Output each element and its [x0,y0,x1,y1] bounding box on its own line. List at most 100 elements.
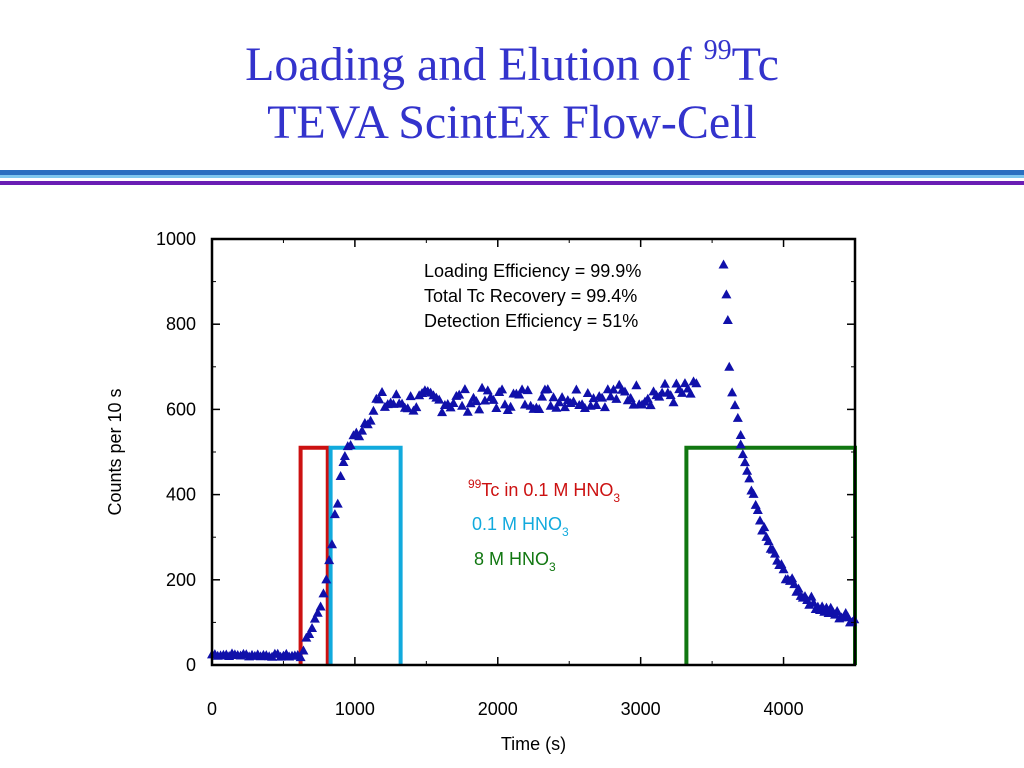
data-point [519,399,530,409]
data-point [808,597,819,607]
y-tick-label: 0 [186,655,196,675]
data-point [625,392,636,402]
data-point [752,504,763,514]
data-point [763,536,774,546]
data-point [497,384,508,394]
data-point [482,385,493,395]
data-point [474,404,485,414]
data-point [318,588,329,598]
data-point [411,402,422,412]
data-point [548,392,559,402]
data-point [642,393,653,403]
x-axis-label: Time (s) [501,734,566,754]
data-point [591,400,602,410]
data-point [735,439,746,449]
data-point [557,392,568,402]
annotation-total-recovery: Total Tc Recovery = 99.4% [424,286,638,306]
title-rule-lightblue [0,175,1024,178]
data-point [368,405,379,415]
data-point [321,574,332,584]
data-point [377,386,388,396]
data-point [335,471,346,481]
data-point [724,361,735,371]
title-line-2: TEVA ScintEx Flow-Cell [267,96,757,149]
legend-tc-load: 99Tc in 0.1 M HNO3 [468,477,620,505]
data-point [732,412,743,422]
data-point [659,378,670,388]
x-tick-label: 1000 [335,699,375,719]
data-point [551,402,562,412]
data-point [298,645,309,655]
x-tick-label: 2000 [478,699,518,719]
data-point [744,473,755,483]
data-point [332,498,343,508]
data-point [437,407,448,417]
data-point [737,449,748,459]
data-point [454,389,465,399]
data-point [315,601,326,611]
data-point [631,380,642,390]
data-point [324,555,335,565]
y-tick-label: 600 [166,399,196,419]
data-point [568,396,579,406]
legend-tc-load-sub: 3 [613,491,621,505]
data-point [735,429,746,439]
data-point [677,387,688,397]
data-point [329,509,340,519]
x-tick-label: 0 [207,699,217,719]
data-point [729,400,740,410]
data-point [611,393,622,403]
x-tick-label: 3000 [621,699,661,719]
data-point [307,623,318,633]
data-point [619,386,630,396]
data-point [769,548,780,558]
data-point [477,382,488,392]
data-point [691,378,702,388]
data-point [608,384,619,394]
data-point [599,402,610,412]
data-point [721,289,732,299]
data-point [789,579,800,589]
legend-rinse-sub: 3 [562,525,569,539]
data-point [338,457,349,467]
data-point [727,387,738,397]
data-point [665,390,676,400]
data-point [354,431,365,441]
data-point [778,564,789,574]
y-tick-label: 400 [166,485,196,505]
legend-rinse-text: 0.1 M HNO [472,514,563,534]
data-point [742,465,753,475]
data-point [479,395,490,405]
data-point [718,259,729,269]
data-point [722,314,733,324]
data-point [309,613,320,623]
data-point [605,391,616,401]
title-rule-blue [0,170,1024,175]
region-box [298,445,330,665]
data-point [754,515,765,525]
data-point [554,397,565,407]
legend-strip: 8 M HNO3 [474,549,556,574]
data-points [207,259,860,662]
data-point [391,389,402,399]
data-point [491,402,502,412]
data-point [748,488,759,498]
data-point [793,583,804,593]
data-point [505,401,516,411]
data-point [312,607,323,617]
data-point [462,406,473,416]
data-point [522,385,533,395]
x-tick-label: 4000 [764,699,804,719]
data-point [582,388,593,398]
legend-tc-load-text: Tc in 0.1 M HNO [481,480,614,500]
y-tick-label: 1000 [156,229,196,249]
data-point [739,457,750,467]
data-point [537,391,548,401]
data-point [471,396,482,406]
data-point [542,384,553,394]
data-point [327,539,338,549]
data-point [345,439,356,449]
data-point [759,522,770,532]
data-point [374,394,385,404]
